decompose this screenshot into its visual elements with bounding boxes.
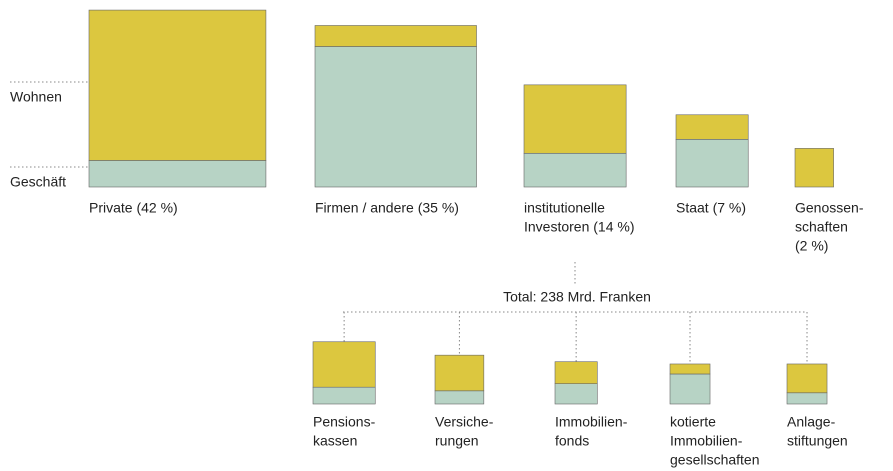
wohnen-part <box>786 363 828 394</box>
label: Immobilien- <box>670 433 743 449</box>
geschaeft-part <box>786 392 828 405</box>
label: kotierte <box>670 414 716 430</box>
wohnen-part <box>794 148 834 188</box>
geschaeft-part <box>434 390 485 405</box>
geschaeft-part <box>675 139 749 188</box>
label: Immobilien- <box>555 414 628 430</box>
geschaeft-part <box>314 46 477 188</box>
wohnen-part <box>554 361 598 384</box>
wohnen-part <box>523 84 627 154</box>
wohnen-part <box>669 363 711 375</box>
label: stiftungen <box>787 433 848 449</box>
wohnen-part <box>314 25 477 47</box>
geschaeft-part <box>312 386 376 405</box>
label: (2 %) <box>795 238 828 254</box>
label: Staat (7 %) <box>676 200 746 216</box>
label: gesellschaften <box>670 452 760 468</box>
label: schaften <box>795 219 848 235</box>
geschaeft-part <box>669 373 711 405</box>
label: Versiche- <box>435 414 494 430</box>
wohnen-label: Wohnen <box>10 89 62 105</box>
label: kassen <box>313 433 357 449</box>
geschaeft-label: Geschäft <box>10 174 66 190</box>
geschaeft-part <box>88 160 267 188</box>
label: Pensions- <box>313 414 376 430</box>
label: Firmen / andere (35 %) <box>315 200 459 216</box>
wohnen-part <box>434 354 485 392</box>
label: Investoren (14 %) <box>524 219 635 235</box>
geschaeft-part <box>523 152 627 188</box>
wohnen-part <box>312 341 376 388</box>
geschaeft-part <box>554 383 598 405</box>
label: Anlage- <box>787 414 836 430</box>
total-label: Total: 238 Mrd. Franken <box>503 289 651 305</box>
label: Private (42 %) <box>89 200 178 216</box>
label: rungen <box>435 433 479 449</box>
label: Genossen- <box>795 200 864 216</box>
wohnen-part <box>675 114 749 140</box>
label: institutionelle <box>524 200 605 216</box>
label: fonds <box>555 433 589 449</box>
wohnen-part <box>88 9 267 161</box>
